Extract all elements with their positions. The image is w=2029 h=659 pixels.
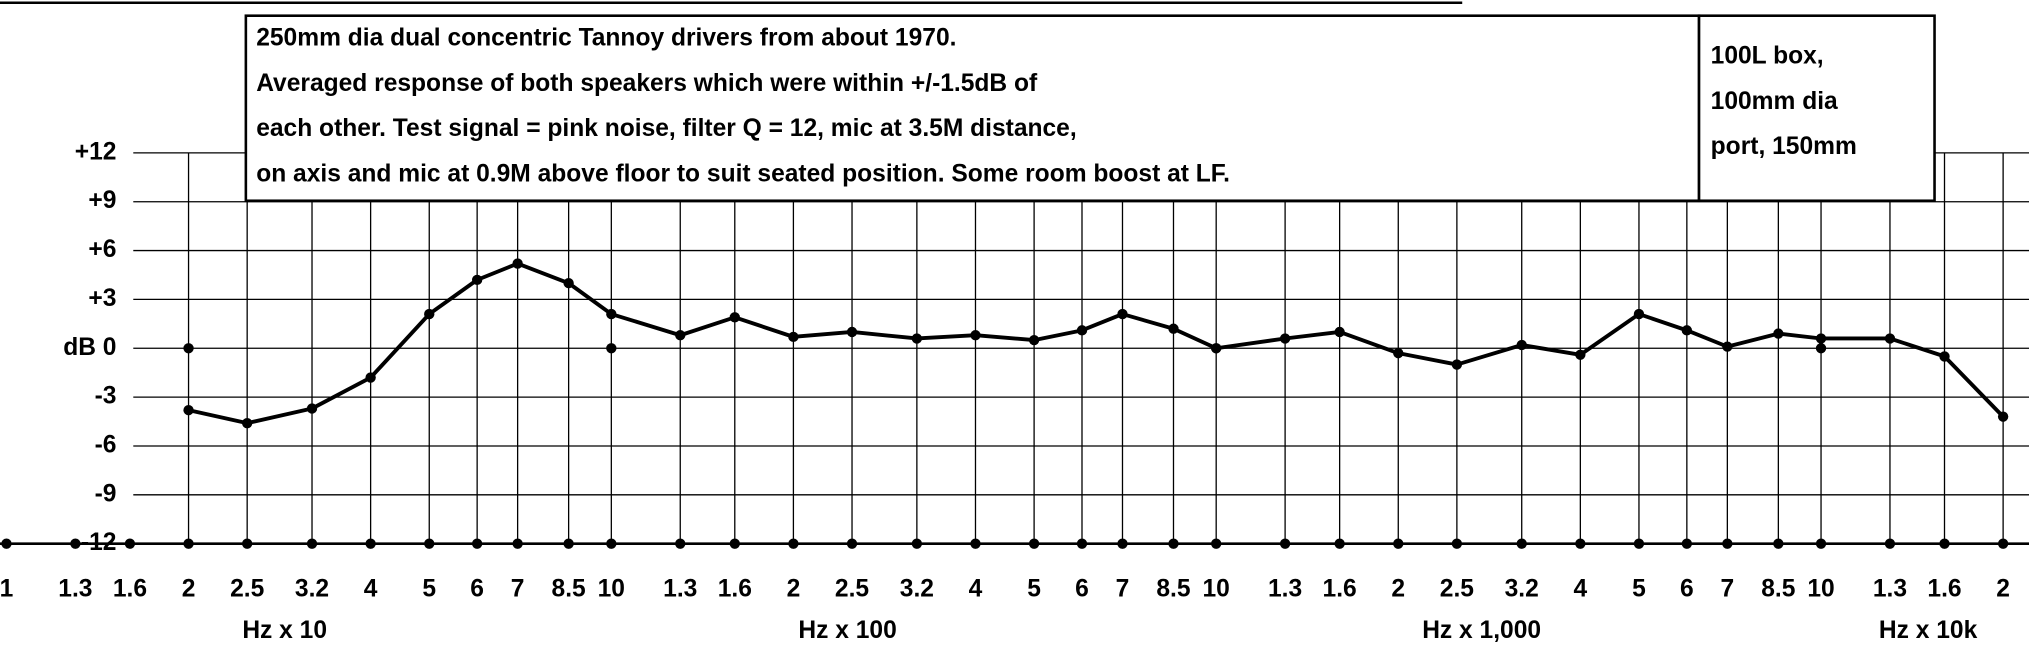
x-tick-label: 4: [969, 576, 983, 603]
x-tick-label: 3.2: [1505, 576, 1539, 603]
x-tick-label: 1.3: [663, 576, 697, 603]
y-tick-label: +6: [88, 236, 116, 263]
y-tick-label: -3: [95, 383, 117, 410]
x-tick-label: 5: [1632, 576, 1646, 603]
annotation-line: 250mm dia dual concentric Tannoy drivers…: [256, 24, 956, 51]
x-tick-label: 3.2: [295, 576, 329, 603]
plot-area: +12+9+6+3dB 0-3-6-9-121 1.3 1.6 2 2.5 3.2 4 5 6 7…: [0, 138, 2029, 644]
side-note-box: [1697, 14, 1936, 203]
x-unit-label: Hz x 1,000: [1422, 617, 1541, 644]
x-tick-label: 2: [1391, 576, 1405, 603]
x-tick-label: 8.5: [552, 576, 586, 603]
notes: 250mm dia dual concentric Tannoy drivers…: [256, 24, 1857, 187]
x-unit-label: Hz x 100: [798, 617, 896, 644]
x-tick-label: 5: [1027, 576, 1041, 603]
x-tick-label: 1.6: [1927, 576, 1961, 603]
x-tick-label: 2: [787, 576, 801, 603]
x-tick-label: 4: [1574, 576, 1588, 603]
x-tick-label: 2: [182, 576, 196, 603]
x-tick-label: 6: [1680, 576, 1694, 603]
y-tick-label: +12: [75, 138, 117, 165]
x-tick-label: 6: [1075, 576, 1089, 603]
x-tick-label: 1.3: [1268, 576, 1302, 603]
x-tick-label: 7: [511, 576, 525, 603]
x-tick-label: 1: [0, 576, 13, 603]
x-tick-label: 1.6: [718, 576, 752, 603]
response-line: [188, 261, 2005, 426]
x-tick-label: 2.5: [835, 576, 869, 603]
annotation-line: on axis and mic at 0.9M above floor to s…: [256, 160, 1230, 187]
x-tick-label: 6: [470, 576, 484, 603]
x-tick-label: 7: [1721, 576, 1735, 603]
x-tick-label: 1.3: [58, 576, 92, 603]
side-note-line: 100L box,: [1711, 43, 1824, 70]
x-tick-label: 7: [1116, 576, 1130, 603]
side-note-line: port, 150mm: [1711, 133, 1857, 160]
data-point: [183, 343, 194, 354]
annotation-line: Averaged response of both speakers which…: [256, 70, 1038, 97]
data-point: [1211, 343, 1222, 354]
x-tick-label: 8.5: [1156, 576, 1190, 603]
x-tick-label: 3.2: [900, 576, 934, 603]
data-point: [606, 343, 617, 354]
data-point: [1815, 343, 1827, 354]
x-tick-label: 1.6: [1323, 576, 1357, 603]
x-tick-label: 2.5: [230, 576, 264, 603]
x-tick-label: 2: [1996, 576, 2010, 603]
y-tick-label: -6: [95, 431, 117, 458]
x-unit-label: Hz x 10k: [1879, 617, 1978, 644]
x-tick-label: 1.6: [113, 576, 147, 603]
side-note-line: 100mm dia: [1711, 88, 1838, 115]
x-tick-label: 10: [1203, 576, 1230, 603]
x-tick-label: 2.5: [1440, 576, 1474, 603]
x-tick-label: 5: [422, 576, 436, 603]
x-tick-label: 10: [598, 576, 625, 603]
y-tick-label: +9: [88, 187, 116, 214]
x-unit-label: Hz x 10: [242, 617, 327, 644]
x-tick-label: 4: [364, 576, 378, 603]
annotation-line: each other. Test signal = pink noise, fi…: [256, 115, 1076, 142]
y-tick-label: +3: [88, 285, 116, 312]
x-tick-label: 10: [1807, 576, 1834, 603]
y-tick-label: -9: [95, 480, 117, 507]
y-tick-label: dB 0: [63, 334, 116, 361]
x-tick-label: 1.3: [1873, 576, 1907, 603]
x-tick-label: 8.5: [1761, 576, 1795, 603]
